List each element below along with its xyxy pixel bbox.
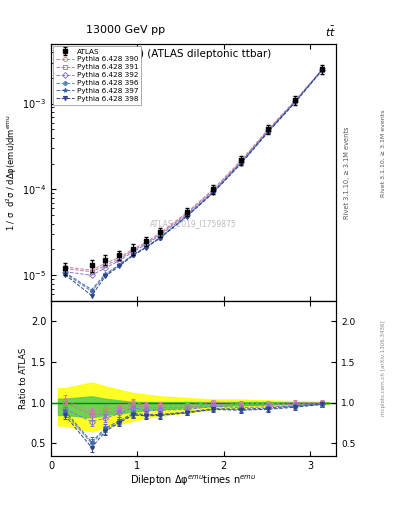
Y-axis label: Rivet 3.1.10, ≥ 3.1M events: Rivet 3.1.10, ≥ 3.1M events — [343, 126, 349, 219]
Y-axis label: Ratio to ATLAS: Ratio to ATLAS — [19, 348, 28, 409]
Text: $t\bar{t}$: $t\bar{t}$ — [325, 25, 336, 39]
Text: Rivet 3.1.10, ≥ 3.1M events: Rivet 3.1.10, ≥ 3.1M events — [381, 110, 386, 197]
X-axis label: Dilepton Δφ$^{emu}$times n$^{emu}$: Dilepton Δφ$^{emu}$times n$^{emu}$ — [130, 473, 257, 488]
Text: Δφ(ll) (ATLAS dileptonic ttbar): Δφ(ll) (ATLAS dileptonic ttbar) — [116, 49, 271, 59]
Text: mcplots.cern.ch [arXiv:1306.3436]: mcplots.cern.ch [arXiv:1306.3436] — [381, 321, 386, 416]
Legend: ATLAS, Pythia 6.428 390, Pythia 6.428 391, Pythia 6.428 392, Pythia 6.428 396, P: ATLAS, Pythia 6.428 390, Pythia 6.428 39… — [53, 46, 141, 104]
Y-axis label: 1 / σ  d$^2$σ / dΔφ(emu)dm$^{emu}$: 1 / σ d$^2$σ / dΔφ(emu)dm$^{emu}$ — [5, 114, 19, 231]
Text: ATLAS_2019_I1759875: ATLAS_2019_I1759875 — [150, 219, 237, 228]
Text: 13000 GeV pp: 13000 GeV pp — [86, 25, 165, 35]
